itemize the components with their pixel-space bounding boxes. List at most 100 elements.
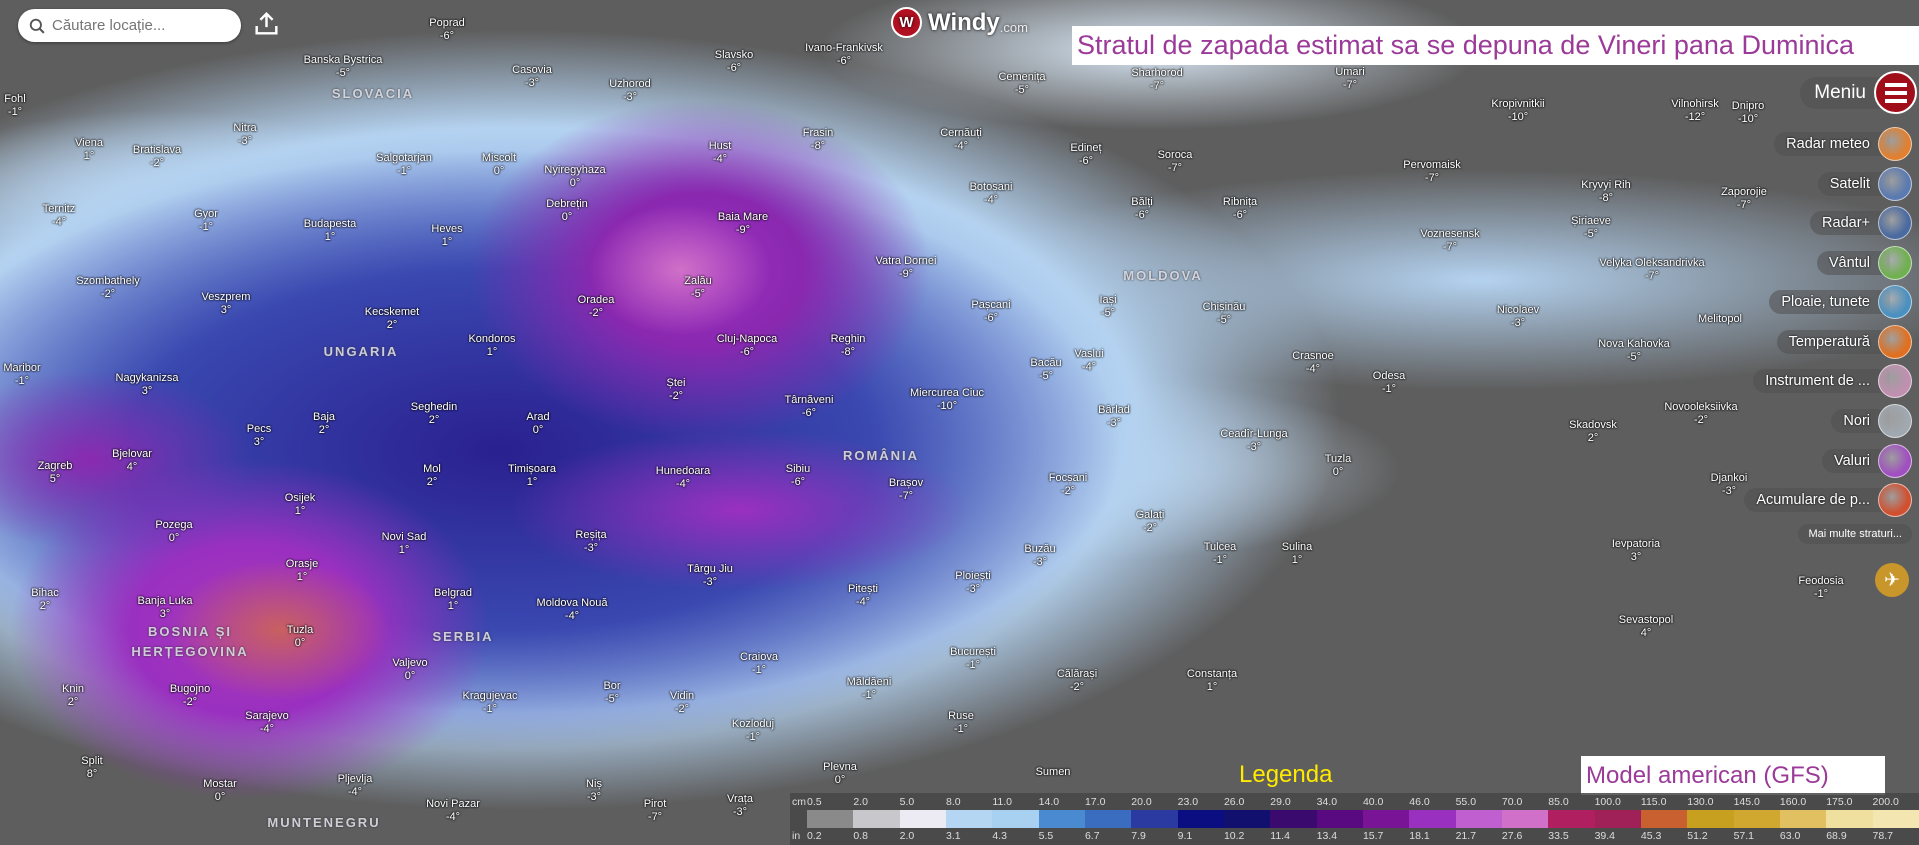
menu-item-tool[interactable]: Instrument de ...	[1753, 364, 1912, 398]
city-label[interactable]: Pljevlja -4°	[338, 773, 373, 799]
windy-logo[interactable]: W Windy .com	[891, 7, 1028, 38]
city-label[interactable]: Tuzla 0°	[1325, 453, 1352, 479]
city-label[interactable]: Buzău -3°	[1024, 543, 1055, 569]
city-label[interactable]: Kragujevac -1°	[462, 690, 517, 716]
city-label[interactable]: Tulcea -1°	[1204, 541, 1237, 567]
city-label[interactable]: Constanța 1°	[1187, 668, 1237, 694]
city-label[interactable]: Botoșani -4°	[970, 181, 1013, 207]
city-label[interactable]: Split 8°	[81, 755, 102, 781]
city-label[interactable]: Kryvyi Rih -8°	[1581, 179, 1631, 205]
city-label[interactable]: Heves 1°	[431, 223, 462, 249]
city-label[interactable]: Gyor -1°	[194, 208, 218, 234]
city-label[interactable]: Vatra Dornei -9°	[876, 255, 937, 281]
city-label[interactable]: Bihac 2°	[31, 587, 59, 613]
city-label[interactable]: Pozega 0°	[155, 519, 192, 545]
city-label[interactable]: Melitopol	[1698, 313, 1742, 326]
city-label[interactable]: Sumen	[1036, 766, 1071, 779]
city-label[interactable]: Ternitz -4°	[43, 203, 75, 229]
city-label[interactable]: Vrața -3°	[727, 793, 753, 819]
city-label[interactable]: Bor -5°	[603, 680, 620, 706]
city-label[interactable]: Iași -5°	[1099, 294, 1116, 320]
city-label[interactable]: Zagreb 5°	[38, 460, 73, 486]
city-label[interactable]: Bugojno -2°	[170, 683, 210, 709]
city-label[interactable]: Ievpatoria 3°	[1612, 538, 1660, 564]
city-label[interactable]: Măldăeni -1°	[847, 676, 892, 702]
city-label[interactable]: Baia Mare -9°	[718, 211, 768, 237]
city-label[interactable]: Feodosia -1°	[1798, 575, 1843, 601]
city-label[interactable]: Timișoara 1°	[508, 463, 556, 489]
city-label[interactable]: Casovia -3°	[512, 64, 552, 90]
city-label[interactable]: Reșița -3°	[575, 529, 606, 555]
city-label[interactable]: Novooleksiivka -2°	[1664, 401, 1737, 427]
search-box[interactable]	[18, 9, 241, 42]
city-label[interactable]: Bălți -6°	[1131, 196, 1152, 222]
city-label[interactable]: Pervomaisk -7°	[1403, 159, 1460, 185]
menu-item-satellite[interactable]: Satelit	[1817, 167, 1912, 201]
city-label[interactable]: Zalău -5°	[684, 275, 712, 301]
city-label[interactable]: Focșani -2°	[1049, 472, 1088, 498]
city-label[interactable]: Târnăveni -6°	[785, 394, 834, 420]
menu-item-clouds[interactable]: Nori	[1831, 404, 1912, 438]
city-label[interactable]: Nyiregyhaza 0°	[544, 164, 605, 190]
city-label[interactable]: Mostar 0°	[203, 778, 237, 804]
city-label[interactable]: București -1°	[950, 646, 996, 672]
city-label[interactable]: Novi Sad 1°	[382, 531, 427, 557]
city-label[interactable]: Bârlad -3°	[1098, 404, 1130, 430]
city-label[interactable]: Ribnița -6°	[1223, 196, 1257, 222]
search-input[interactable]	[50, 16, 234, 35]
city-label[interactable]: Vaslui -4°	[1074, 348, 1103, 374]
city-label[interactable]: Szombathely -2°	[76, 275, 140, 301]
city-label[interactable]: Fohl -1°	[4, 93, 25, 119]
share-icon[interactable]	[253, 10, 280, 42]
city-label[interactable]: Ploiești -3°	[955, 570, 990, 596]
city-label[interactable]: Moldova Nouă -4°	[537, 597, 608, 623]
menu-item-accumulation[interactable]: Acumulare de p...	[1744, 483, 1912, 517]
city-label[interactable]: Voznesensk -7°	[1420, 228, 1479, 254]
city-label[interactable]: Pitești -4°	[848, 583, 878, 609]
city-label[interactable]: Novi Pazar -4°	[426, 798, 480, 824]
menu-item-waves[interactable]: Valuri	[1822, 444, 1912, 478]
city-label[interactable]: Miercurea Ciuc -10°	[910, 387, 984, 413]
city-label[interactable]: Edineț -6°	[1070, 142, 1101, 168]
city-label[interactable]: Cernăuți -4°	[940, 127, 982, 153]
city-label[interactable]: Galați -2°	[1136, 509, 1165, 535]
city-label[interactable]: Chișinău -5°	[1203, 301, 1246, 327]
city-label[interactable]: Niș -3°	[586, 778, 602, 804]
city-label[interactable]: Banja Luka 3°	[137, 595, 192, 621]
color-legend[interactable]: cm 0.5 2.0 5.0 8.0 11.0 14.0 17.0 20.0 23.0 26.0 29…	[790, 793, 1919, 845]
city-label[interactable]: Velyka Oleksandrivka -7°	[1599, 257, 1704, 283]
city-label[interactable]: Ruse -1°	[948, 710, 974, 736]
city-label[interactable]: Slavsko -6°	[715, 49, 754, 75]
city-label[interactable]: Uzhorod -3°	[609, 78, 651, 104]
city-label[interactable]: Cemenița -5°	[998, 71, 1045, 97]
city-label[interactable]: Sarajevo -4°	[245, 710, 288, 736]
city-label[interactable]: Seghedin 2°	[411, 401, 458, 427]
city-label[interactable]: Banska Bystrica -5°	[304, 54, 383, 80]
city-label[interactable]: Ivano-Frankivsk -6°	[805, 42, 883, 68]
menu-item-radar[interactable]: Radar meteo	[1774, 127, 1912, 161]
city-label[interactable]: Sulina 1°	[1282, 541, 1313, 567]
city-label[interactable]: Nova Kahovka -5°	[1598, 338, 1670, 364]
menu-button[interactable]: Meniu	[1800, 71, 1917, 114]
city-label[interactable]: Salgotarjan -1°	[376, 152, 432, 178]
city-label[interactable]: Nitra -3°	[233, 122, 256, 148]
city-label[interactable]: Valjevo 0°	[392, 657, 427, 683]
city-label[interactable]: Veszprem 3°	[202, 291, 251, 317]
menu-item-rain[interactable]: Ploaie, tunete	[1769, 285, 1912, 319]
city-label[interactable]: Debrețin 0°	[546, 198, 588, 224]
city-label[interactable]: Vidin -2°	[670, 690, 694, 716]
city-label[interactable]: Umari -7°	[1335, 66, 1364, 92]
city-label[interactable]: Maribor -1°	[3, 362, 40, 388]
menu-item-temperature[interactable]: Temperatură	[1776, 325, 1912, 359]
city-label[interactable]: Bjelovar 4°	[112, 448, 152, 474]
city-label[interactable]: Soroca -7°	[1158, 149, 1193, 175]
city-label[interactable]: Kozloduj -1°	[732, 718, 774, 744]
city-label[interactable]: Crasnoe -4°	[1292, 350, 1334, 376]
city-label[interactable]: Miscolt 0°	[482, 152, 516, 178]
city-label[interactable]: Viena 1°	[75, 137, 103, 163]
city-label[interactable]: Zaporojie -7°	[1721, 186, 1767, 212]
city-label[interactable]: Knin 2°	[62, 683, 84, 709]
city-label[interactable]: Nicolaev -3°	[1497, 304, 1539, 330]
city-label[interactable]: Orasje 1°	[286, 558, 318, 584]
